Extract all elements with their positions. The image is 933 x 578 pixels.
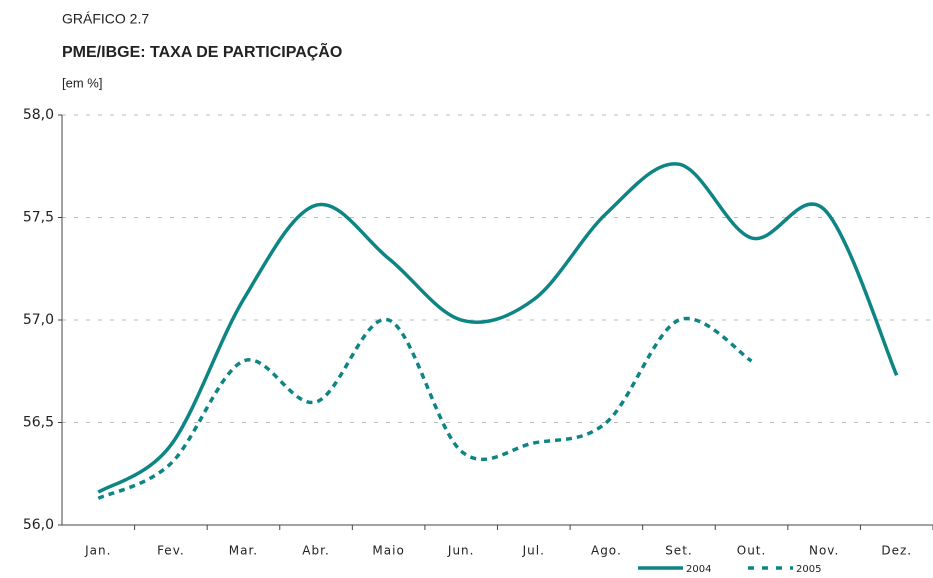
y-tick-label: 58,0 bbox=[23, 107, 54, 123]
x-tick-label: Out. bbox=[737, 544, 767, 558]
series-line bbox=[97, 316, 753, 500]
y-tick-label: 57,0 bbox=[23, 312, 54, 328]
x-tick-label: Jan. bbox=[84, 544, 111, 558]
x-tick-label: Jul. bbox=[522, 544, 545, 558]
x-tick-label: Nov. bbox=[809, 544, 839, 558]
y-tick-label: 57,5 bbox=[23, 210, 54, 226]
x-tick-label: Dez. bbox=[881, 544, 912, 558]
chart-subtitle: [em %] bbox=[62, 75, 102, 90]
x-tick-label: Ago. bbox=[591, 544, 622, 558]
legend-label: 2004 bbox=[686, 564, 711, 575]
x-tick-label: Set. bbox=[665, 544, 693, 558]
y-tick-label: 56,0 bbox=[23, 517, 54, 533]
legend-label: 2005 bbox=[796, 564, 821, 575]
x-tick-label: Maio bbox=[372, 544, 404, 558]
chart-label: GRÁFICO 2.7 bbox=[62, 11, 149, 27]
x-tick-label: Jun. bbox=[447, 544, 475, 558]
series-line bbox=[97, 162, 899, 494]
x-tick-label: Abr. bbox=[302, 544, 329, 558]
chart-title: PME/IBGE: TAXA DE PARTICIPAÇÃO bbox=[62, 41, 342, 61]
x-tick-label: Mar. bbox=[229, 544, 258, 558]
x-tick-label: Fev. bbox=[157, 544, 185, 558]
y-tick-label: 56,5 bbox=[23, 415, 54, 431]
